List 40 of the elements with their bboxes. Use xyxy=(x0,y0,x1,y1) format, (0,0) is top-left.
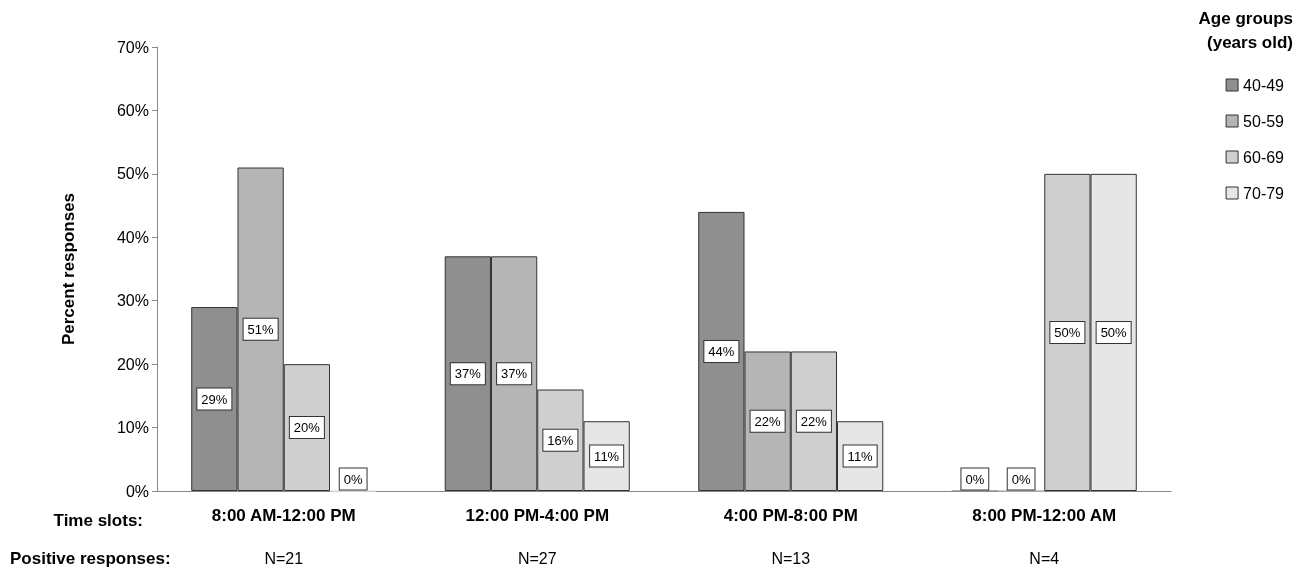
text: N=27 xyxy=(517,549,557,567)
y-axis-title: Percent responses xyxy=(59,192,78,346)
legend-label: 60-69 xyxy=(1243,148,1285,166)
text: N=13 xyxy=(771,549,811,567)
y-tick-label: 70% xyxy=(116,38,149,56)
data-label: 50% xyxy=(1100,324,1128,340)
data-label: 11% xyxy=(847,448,874,464)
x-tick-label: 4:00 PM-8:00 PM xyxy=(723,506,858,525)
data-label: 16% xyxy=(547,432,574,448)
data-label: 0% xyxy=(965,471,985,487)
data-label: 51% xyxy=(247,321,275,337)
data-label: 0% xyxy=(343,471,363,487)
y-tick-label: 40% xyxy=(116,228,149,246)
y-tick-label: 30% xyxy=(116,292,149,310)
data-label: 44% xyxy=(708,343,735,359)
data-label: 37% xyxy=(501,366,528,382)
data-label: 20% xyxy=(293,420,321,436)
text: N=21 xyxy=(264,549,304,567)
text: Positive responses: xyxy=(10,548,171,568)
y-tick-label: 60% xyxy=(116,101,149,119)
y-tick-label: 0% xyxy=(125,482,149,500)
text: Time slots: xyxy=(53,510,143,530)
data-label: 11% xyxy=(594,448,620,464)
x-tick-label: 12:00 PM-4:00 PM xyxy=(465,506,610,525)
x-tick-label: 8:00 AM-12:00 PM xyxy=(211,506,356,525)
y-tick-label: 10% xyxy=(116,419,149,437)
text: N=4 xyxy=(1029,549,1060,567)
data-label: 22% xyxy=(800,413,828,429)
legend-title: Age groups (years old) xyxy=(1198,8,1293,52)
legend-label: 40-49 xyxy=(1243,76,1285,94)
legend-label: 50-59 xyxy=(1243,112,1285,130)
data-label: 29% xyxy=(201,391,228,407)
data-label: 50% xyxy=(1054,324,1081,340)
x-tick-label: 8:00 PM-12:00 AM xyxy=(972,506,1117,525)
y-tick-label: 20% xyxy=(116,355,149,373)
y-tick-label: 50% xyxy=(116,165,149,183)
data-label: 0% xyxy=(1011,471,1031,487)
data-label: 22% xyxy=(754,413,782,429)
data-label: 37% xyxy=(454,366,482,382)
legend-label: 70-79 xyxy=(1243,184,1285,202)
